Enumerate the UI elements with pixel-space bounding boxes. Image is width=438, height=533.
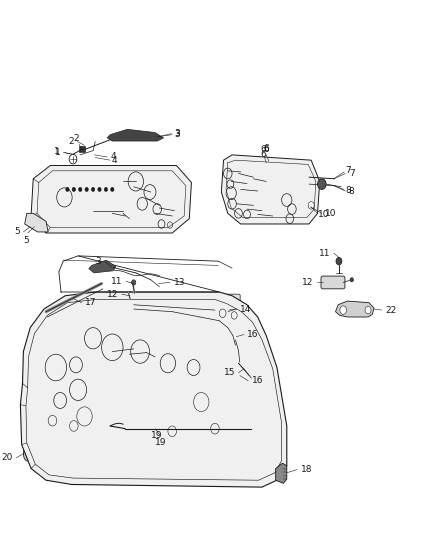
Circle shape xyxy=(336,257,342,265)
Text: 10: 10 xyxy=(325,209,337,218)
FancyBboxPatch shape xyxy=(99,333,159,378)
Text: 3: 3 xyxy=(174,130,180,139)
Circle shape xyxy=(365,306,371,314)
Circle shape xyxy=(340,306,346,314)
Text: 1: 1 xyxy=(54,147,60,156)
FancyBboxPatch shape xyxy=(321,276,345,289)
Polygon shape xyxy=(31,165,191,233)
Text: 15: 15 xyxy=(223,368,235,377)
Text: 17: 17 xyxy=(85,298,96,307)
Circle shape xyxy=(85,187,88,191)
Text: 1: 1 xyxy=(55,148,61,157)
Text: 10: 10 xyxy=(318,210,330,219)
Text: 3: 3 xyxy=(95,257,101,265)
Text: 2: 2 xyxy=(68,137,74,146)
Text: 19: 19 xyxy=(151,431,162,440)
Text: 19: 19 xyxy=(155,438,166,447)
Text: 4: 4 xyxy=(111,152,116,161)
Circle shape xyxy=(104,187,108,191)
FancyBboxPatch shape xyxy=(217,294,240,327)
Bar xyxy=(79,147,85,152)
Circle shape xyxy=(98,187,101,191)
Circle shape xyxy=(78,187,82,191)
Text: 20: 20 xyxy=(1,454,13,463)
Text: 2: 2 xyxy=(73,134,79,143)
Polygon shape xyxy=(25,213,48,232)
Ellipse shape xyxy=(23,446,32,461)
Text: 12: 12 xyxy=(302,278,313,287)
Text: 6: 6 xyxy=(263,145,269,154)
Text: 8: 8 xyxy=(346,186,351,195)
Circle shape xyxy=(92,187,95,191)
Text: 7: 7 xyxy=(346,166,351,175)
Text: 12: 12 xyxy=(107,289,118,298)
Circle shape xyxy=(111,187,114,191)
Circle shape xyxy=(131,280,136,285)
Text: 6: 6 xyxy=(263,144,269,154)
Text: 8: 8 xyxy=(349,187,354,196)
Text: 5: 5 xyxy=(14,228,20,237)
Polygon shape xyxy=(336,301,374,317)
Text: 11: 11 xyxy=(319,249,330,258)
Text: 14: 14 xyxy=(240,304,251,313)
Text: 13: 13 xyxy=(173,278,185,287)
Polygon shape xyxy=(89,260,116,273)
Text: 22: 22 xyxy=(385,305,396,314)
Circle shape xyxy=(72,187,75,191)
Text: 18: 18 xyxy=(300,465,312,474)
Circle shape xyxy=(308,201,314,209)
Circle shape xyxy=(69,155,77,164)
Polygon shape xyxy=(107,130,164,141)
Text: 4: 4 xyxy=(111,156,117,165)
Polygon shape xyxy=(276,463,287,483)
Text: 11: 11 xyxy=(111,277,123,286)
Text: 3: 3 xyxy=(175,129,180,138)
Polygon shape xyxy=(221,155,320,224)
Text: 6: 6 xyxy=(260,150,266,159)
Circle shape xyxy=(318,179,326,189)
Text: 5: 5 xyxy=(23,236,29,245)
Circle shape xyxy=(66,187,69,191)
Circle shape xyxy=(350,278,353,282)
Polygon shape xyxy=(21,292,287,487)
Bar xyxy=(306,201,311,207)
Text: 16: 16 xyxy=(252,376,263,385)
Text: 16: 16 xyxy=(247,330,259,339)
Text: 6: 6 xyxy=(260,145,266,154)
Text: 7: 7 xyxy=(349,169,354,178)
